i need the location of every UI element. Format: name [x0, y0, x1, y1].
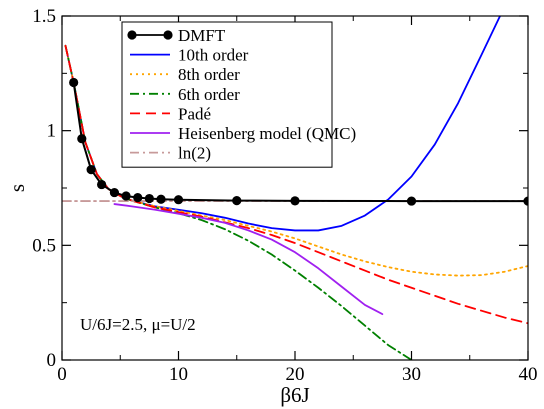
x-tick-label: 20: [286, 364, 305, 385]
y-tick-label: 0: [47, 350, 57, 371]
data-point-dmft: [156, 194, 166, 204]
legend-label-10th-order: 10th order: [178, 46, 249, 65]
data-point-dmft: [97, 179, 107, 190]
y-axis-label: s: [5, 184, 29, 192]
legend-label-pad: Padé: [178, 104, 211, 123]
y-tick-label: 1: [47, 121, 57, 142]
data-point-dmft: [86, 165, 96, 175]
data-point-dmft: [121, 191, 131, 201]
data-point-dmft: [406, 196, 417, 206]
legend-label-dmft: DMFT: [178, 26, 226, 45]
data-point-dmft: [144, 193, 154, 204]
x-tick-label: 0: [57, 364, 67, 385]
data-point-dmft: [232, 196, 242, 206]
legend-label-6th-order: 6th order: [178, 85, 240, 104]
legend-label-heisenberg-model-qmc: Heisenberg model (QMC): [178, 124, 356, 143]
x-tick-label: 30: [402, 364, 421, 385]
series-line-heisenberg-model-qmc: [113, 203, 384, 316]
data-point-dmft: [290, 196, 300, 206]
data-point-dmft: [77, 134, 87, 144]
data-point-dmft: [109, 187, 120, 198]
data-point-dmft: [523, 196, 528, 206]
data-point-dmft: [133, 193, 143, 203]
legend-label-ln-2: ln(2): [178, 144, 211, 163]
data-point-dmft: [69, 77, 79, 88]
x-tick-label: 40: [519, 364, 538, 385]
chart-annotation: U/6J=2.5, μ=U/2: [80, 315, 196, 334]
x-axis-label: β6J: [280, 383, 309, 407]
y-tick-label: 0.5: [32, 235, 56, 256]
series-line-8th-order: [64, 44, 528, 277]
x-tick-label: 10: [169, 364, 188, 385]
series-layer: [62, 16, 528, 360]
legend-marker-dmft: [163, 30, 173, 40]
legend-label-8th-order: 8th order: [178, 65, 240, 84]
y-tick-label: 1.5: [32, 6, 56, 27]
data-point-dmft: [173, 195, 184, 205]
legend-marker-dmft: [127, 30, 137, 40]
